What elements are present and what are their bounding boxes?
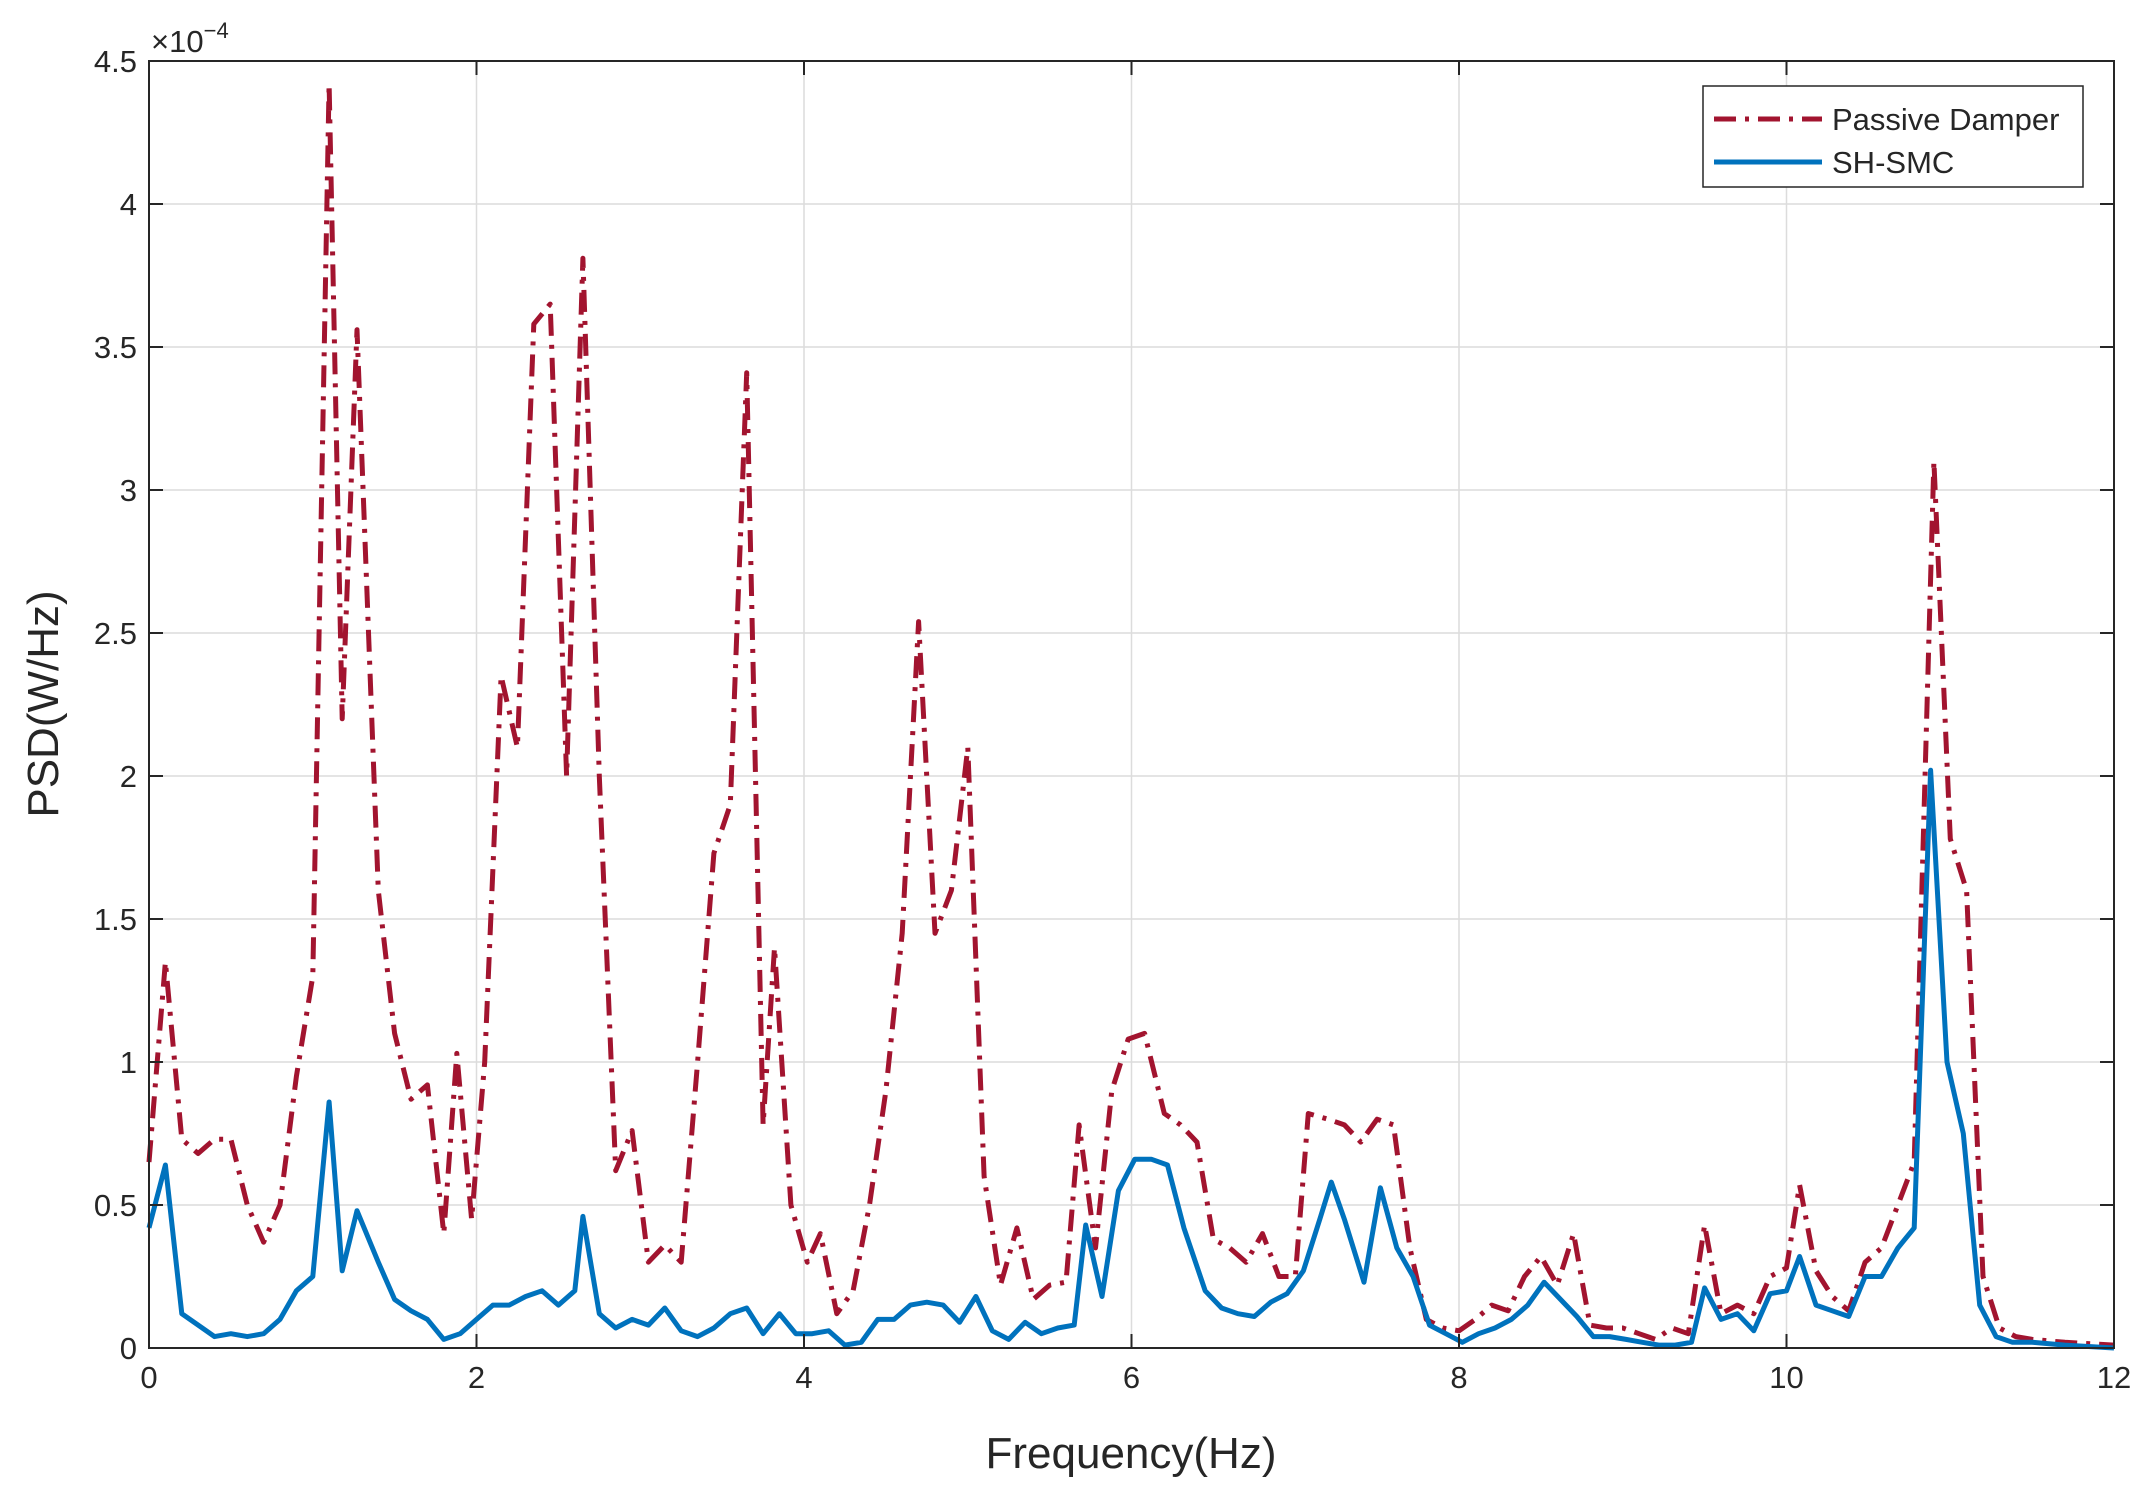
- x-tick-label: 6: [1123, 1360, 1140, 1395]
- x-tick-label: 2: [468, 1360, 485, 1395]
- y-tick-label: 2.5: [94, 616, 137, 651]
- x-tick-label: 8: [1450, 1360, 1467, 1395]
- series-line-passive-damper: [146, 81, 2115, 1348]
- series-line-sh-smc: [146, 767, 2115, 1351]
- y-axis-multiplier: ×10−4: [151, 18, 229, 59]
- legend-box: [1702, 85, 2084, 188]
- y-tick-label: 3.5: [94, 330, 137, 365]
- y-tick-label: 0: [120, 1331, 137, 1366]
- y-multiplier-exponent: −4: [204, 18, 229, 43]
- y-multiplier-base: ×10: [151, 24, 204, 59]
- y-tick-label: 4.5: [94, 44, 137, 79]
- y-tick-label: 0.5: [94, 1188, 137, 1223]
- grid-lines: [149, 61, 2114, 1348]
- legend-label-passive-damper: Passive Damper: [1832, 102, 2059, 137]
- legend: Passive Damper SH-SMC: [1702, 85, 2084, 188]
- x-tick-label: 4: [795, 1360, 812, 1395]
- x-tick-label: 12: [2097, 1360, 2131, 1395]
- y-tick-label: 1: [120, 1045, 137, 1080]
- y-tick-label: 4: [120, 187, 137, 222]
- y-axis-label: PSD(W/Hz): [19, 590, 68, 817]
- series-lines: [146, 81, 2115, 1351]
- y-tick-label: 3: [120, 473, 137, 508]
- legend-label-sh-smc: SH-SMC: [1832, 145, 1954, 180]
- axis-ticks: 0 2 4 6 8 10 12 0 0.5 1 1.5 2 2.5 3 3.5 4 4.5: [94, 44, 2131, 1395]
- y-tick-label: 2: [120, 759, 137, 794]
- y-tick-label: 1.5: [94, 902, 137, 937]
- x-axis-label: Frequency(Hz): [986, 1429, 1277, 1478]
- x-tick-label: 0: [140, 1360, 157, 1395]
- x-tick-label: 10: [1769, 1360, 1803, 1395]
